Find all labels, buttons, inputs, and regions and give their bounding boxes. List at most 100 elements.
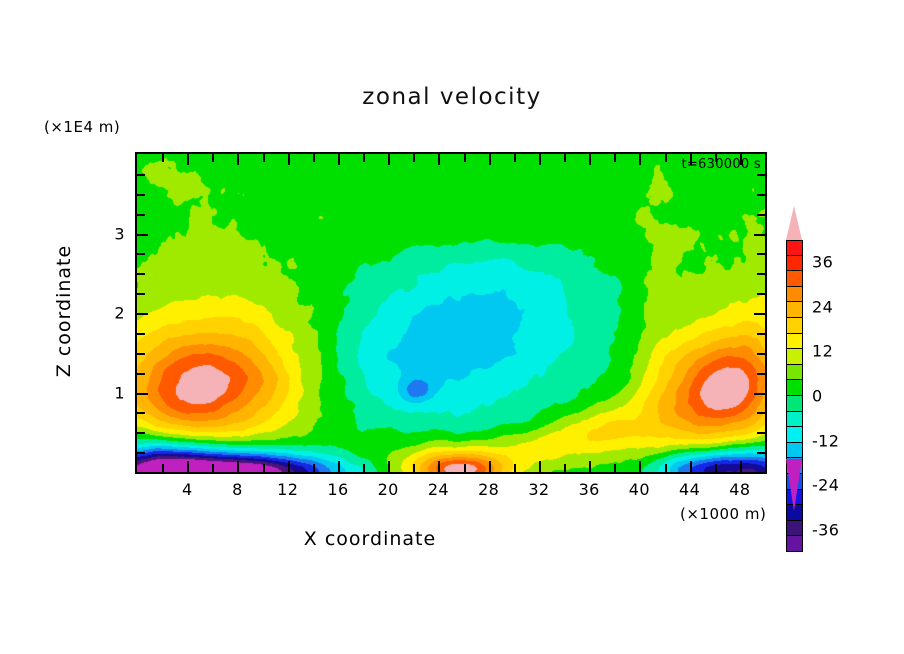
- y-minor-tick-right: [757, 293, 765, 296]
- y-minor-tick-right: [757, 253, 765, 256]
- colorbar-band: [786, 317, 803, 334]
- x-minor-tick: [614, 464, 617, 472]
- y-tick-label: 1: [114, 383, 125, 402]
- colorbar-tick-label: 24: [812, 297, 834, 317]
- x-axis-title: X coordinate: [303, 528, 437, 550]
- x-minor-tick-top: [262, 154, 265, 162]
- x-tick-label: 36: [578, 480, 600, 499]
- x-minor-tick: [212, 464, 215, 472]
- y-minor-tick: [137, 173, 145, 176]
- colorbar-under-cap-icon: [786, 459, 802, 511]
- colorbar-band: [786, 286, 803, 303]
- x-tick-label: 4: [181, 480, 193, 499]
- x-minor-tick-top: [312, 154, 315, 162]
- x-minor-tick-top: [463, 154, 466, 162]
- x-minor-tick-top: [363, 154, 366, 162]
- x-major-tick-top: [739, 154, 742, 165]
- y-major-tick-right: [754, 392, 765, 395]
- page-title: zonal velocity: [362, 84, 542, 110]
- colorbar-band: [786, 411, 803, 428]
- time-annotation: t=630000 s: [681, 157, 761, 172]
- y-minor-tick: [137, 332, 145, 335]
- y-minor-tick: [137, 352, 145, 355]
- x-minor-tick-top: [664, 154, 667, 162]
- x-minor-tick: [363, 464, 366, 472]
- y-axis-unit-label: (×1E4 m): [44, 118, 121, 136]
- x-major-tick-top: [438, 154, 441, 165]
- y-minor-tick-right: [757, 213, 765, 216]
- y-tick-label: 3: [114, 224, 125, 243]
- y-minor-tick-right: [757, 412, 765, 415]
- colorbar-band: [786, 302, 803, 318]
- x-minor-tick-top: [513, 154, 516, 162]
- x-minor-tick-top: [765, 154, 767, 162]
- y-axis-title: Z coordinate: [53, 244, 75, 378]
- y-minor-tick-right: [757, 452, 765, 455]
- colorbar-tick-label: 36: [812, 252, 834, 272]
- y-minor-tick: [137, 273, 145, 276]
- x-major-tick: [287, 461, 290, 472]
- x-tick-label: 16: [327, 480, 349, 499]
- colorbar-tick-label: -24: [812, 475, 840, 495]
- y-minor-tick-right: [757, 332, 765, 335]
- x-major-tick: [589, 461, 592, 472]
- x-tick-label: 40: [628, 480, 650, 499]
- x-minor-tick: [162, 464, 165, 472]
- colorbar-band: [786, 349, 803, 365]
- x-major-tick-top: [187, 154, 190, 165]
- y-major-tick: [137, 313, 148, 315]
- x-minor-tick: [564, 464, 567, 472]
- x-minor-tick: [513, 464, 516, 472]
- y-minor-tick: [137, 213, 145, 216]
- x-minor-tick: [463, 464, 466, 472]
- y-major-tick-right: [754, 233, 765, 236]
- x-major-tick-top: [589, 154, 592, 165]
- colorbar-band: [786, 364, 803, 381]
- y-minor-tick-right: [757, 432, 765, 435]
- x-major-tick: [438, 461, 441, 472]
- colorbar-band: [786, 536, 803, 552]
- contour-field: [137, 154, 765, 472]
- x-minor-tick: [765, 464, 767, 472]
- x-tick-label: 48: [729, 480, 751, 499]
- x-tick-label: 32: [528, 480, 550, 499]
- x-major-tick: [337, 461, 340, 472]
- colorbar-band: [786, 442, 803, 459]
- x-minor-tick: [714, 464, 717, 472]
- x-tick-label: 20: [377, 480, 399, 499]
- y-minor-tick-right: [757, 173, 765, 176]
- colorbar-tick-label: 12: [812, 341, 834, 361]
- y-minor-tick: [137, 452, 145, 455]
- y-minor-tick: [137, 372, 145, 375]
- x-major-tick: [388, 461, 391, 472]
- x-axis-unit-label: (×1000 m): [680, 505, 767, 523]
- x-major-tick-top: [639, 154, 642, 165]
- colorbar-band: [786, 271, 803, 287]
- y-major-tick: [137, 392, 148, 395]
- x-major-tick: [488, 461, 491, 472]
- x-minor-tick-top: [614, 154, 617, 162]
- x-major-tick: [689, 461, 692, 472]
- colorbar-tick-label: -12: [812, 431, 840, 451]
- y-minor-tick-right: [757, 352, 765, 355]
- x-major-tick-top: [689, 154, 692, 165]
- x-minor-tick-top: [564, 154, 567, 162]
- y-major-tick-right: [754, 313, 765, 315]
- x-major-tick-top: [538, 154, 541, 165]
- x-minor-tick-top: [714, 154, 717, 162]
- x-major-tick-top: [388, 154, 391, 165]
- y-minor-tick-right: [757, 273, 765, 276]
- x-tick-label: 28: [478, 480, 500, 499]
- x-major-tick-top: [287, 154, 290, 165]
- x-major-tick: [237, 461, 240, 472]
- x-major-tick-top: [337, 154, 340, 165]
- x-minor-tick: [664, 464, 667, 472]
- x-major-tick: [639, 461, 642, 472]
- y-major-tick: [137, 233, 148, 236]
- x-tick-label: 12: [277, 480, 299, 499]
- x-tick-label: 24: [427, 480, 450, 499]
- colorbar-band: [786, 427, 803, 443]
- colorbar-over-cap-icon: [786, 206, 802, 240]
- x-tick-label: 44: [679, 480, 701, 499]
- y-minor-tick-right: [757, 193, 765, 196]
